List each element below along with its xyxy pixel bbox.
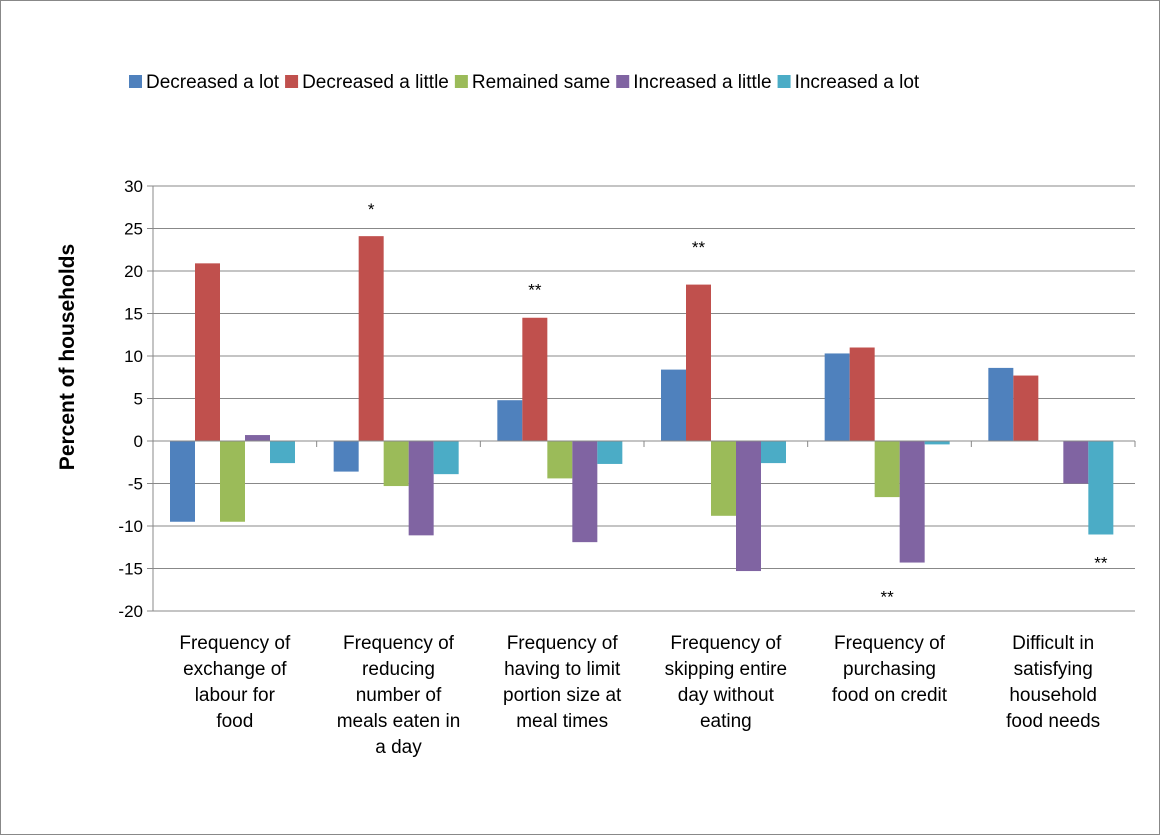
category-label: Difficult in satisfying household food need…	[1006, 633, 1100, 732]
y-tick-label: 25	[124, 220, 143, 239]
category-label-line: Frequency of	[179, 633, 291, 654]
bar	[924, 441, 950, 445]
bar	[761, 441, 786, 464]
legend-swatch	[777, 75, 791, 88]
legend-swatch	[129, 75, 142, 88]
category-label-line: Frequency of	[343, 633, 455, 654]
bar	[170, 441, 195, 522]
category-label-line: Frequency of	[834, 633, 946, 654]
bar	[572, 441, 598, 543]
bar	[358, 236, 384, 441]
bar	[711, 441, 736, 516]
bar	[736, 441, 761, 572]
bar	[1013, 375, 1039, 441]
category-label-line: meals eaten in	[337, 711, 461, 732]
category-label-line: household	[1009, 685, 1097, 706]
category-label-line: portion size at	[503, 685, 622, 706]
significance-annotation: **	[1094, 554, 1108, 573]
legend-swatch	[616, 75, 630, 88]
category-label-line: having to limit	[504, 659, 621, 680]
bar	[220, 441, 245, 522]
bar	[522, 317, 548, 441]
bar	[1063, 441, 1089, 484]
significance-annotation: **	[881, 588, 895, 607]
legend-entry: Decreased a little	[302, 72, 449, 93]
bar	[270, 441, 295, 464]
bar	[849, 347, 875, 441]
category-label-line: eating	[700, 711, 752, 732]
category-label-line: Frequency of	[507, 633, 619, 654]
bar	[408, 441, 434, 536]
y-tick-label: -20	[118, 602, 143, 621]
y-tick-label: -15	[118, 560, 143, 579]
significance-annotation: **	[528, 281, 542, 300]
category-labels: Frequency of exchange of labour for foodFre…	[179, 633, 1100, 758]
category-label-line: day without	[678, 685, 775, 706]
category-label-line: Difficult in	[1012, 633, 1094, 654]
legend-swatch	[285, 75, 299, 88]
bar	[195, 263, 220, 441]
bar	[988, 367, 1014, 441]
category-label: Frequency of having to limit portion size …	[503, 633, 622, 732]
bar	[333, 441, 359, 472]
legend: Decreased a lot Decreased a little Remaine…	[129, 72, 920, 93]
annotations: *********	[368, 200, 1108, 607]
y-tick-labels: 30 25 20 15 10 5 0 -5 -10 -15 -20	[118, 177, 143, 621]
category-label: Frequency of exchange of labour for food	[179, 633, 291, 732]
category-label-line: exchange of	[183, 659, 287, 680]
y-tick-label: 5	[134, 390, 143, 409]
category-label-line: food	[216, 711, 253, 732]
bar	[1088, 441, 1114, 535]
category-label-line: satisfying	[1014, 659, 1093, 680]
category-label-line: a day	[375, 737, 422, 758]
significance-annotation: *	[368, 200, 375, 219]
legend-entry: Increased a little	[633, 72, 771, 93]
category-label-line: skipping entire	[665, 659, 788, 680]
category-label-line: labour for	[195, 685, 276, 706]
y-tick-label: 0	[134, 432, 143, 451]
category-label: Frequency of skipping entire day without ea…	[665, 633, 788, 732]
bar	[899, 441, 925, 563]
gridlines	[147, 185, 1135, 612]
bar	[661, 369, 686, 441]
legend-entry: Decreased a lot	[146, 72, 280, 93]
category-label-line: reducing	[362, 659, 435, 680]
bar	[547, 441, 573, 479]
y-tick-label: 30	[124, 177, 143, 196]
category-label: Frequency of purchasing food on credit	[832, 633, 948, 706]
axes	[152, 186, 1136, 611]
category-label-line: food on credit	[832, 685, 948, 706]
category-label-line: food needs	[1006, 711, 1100, 732]
bar	[597, 441, 623, 464]
category-label-line: Frequency of	[670, 633, 782, 654]
bar	[433, 441, 459, 475]
category-label-line: purchasing	[843, 659, 936, 680]
legend-entry: Increased a lot	[795, 72, 920, 93]
legend-swatch	[454, 75, 468, 88]
bar	[497, 400, 523, 441]
bar	[874, 441, 900, 498]
y-axis-label: Percent of households	[56, 244, 79, 470]
y-tick-label: -5	[128, 475, 143, 494]
category-label-line: meal times	[516, 711, 608, 732]
legend-entry: Remained same	[472, 72, 610, 93]
bar	[686, 284, 711, 441]
y-tick-label: 20	[124, 262, 143, 281]
y-tick-label: 15	[124, 305, 143, 324]
y-tick-label: -10	[118, 517, 143, 536]
significance-annotation: **	[692, 238, 706, 257]
bar	[245, 435, 270, 441]
bars	[170, 236, 1114, 572]
bar	[824, 353, 850, 441]
category-label: Frequency of reducing number of meals eaten…	[337, 633, 461, 758]
bar	[383, 441, 409, 487]
y-tick-label: 10	[124, 347, 143, 366]
category-label-line: number of	[356, 685, 442, 706]
